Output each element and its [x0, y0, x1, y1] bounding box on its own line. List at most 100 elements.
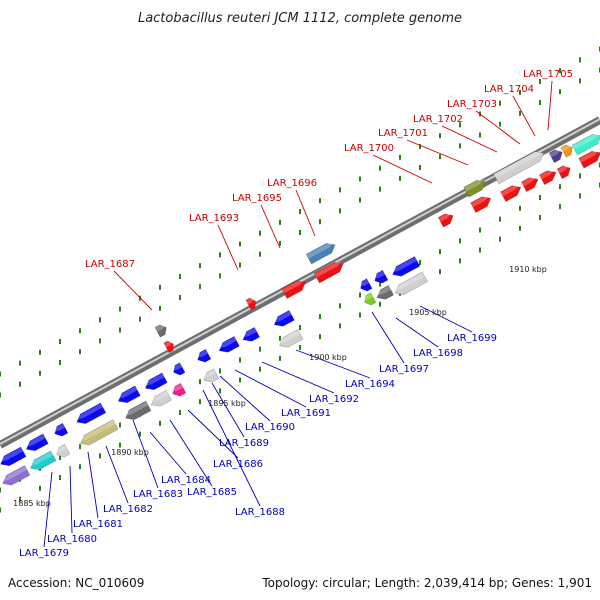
guide-dot — [559, 204, 561, 210]
guide-dot — [579, 78, 581, 84]
gene-label-reverse: LAR_1690 — [245, 422, 295, 433]
label-leader-line — [372, 154, 433, 184]
guide-dot — [0, 392, 1, 398]
label-leader-line — [187, 409, 239, 459]
guide-dot — [299, 325, 301, 330]
gene-arrow — [117, 385, 141, 404]
gene-arrow — [154, 324, 167, 338]
label-leader-line — [43, 471, 53, 548]
label-leader-line — [295, 189, 316, 237]
label-leader-line — [260, 204, 281, 249]
guide-dot — [239, 241, 241, 247]
guide-dot — [359, 197, 361, 203]
guide-dot — [179, 295, 181, 300]
guide-dot — [139, 316, 141, 322]
gene-label-reverse: LAR_1697 — [379, 364, 429, 375]
guide-dot — [559, 89, 561, 95]
guide-dot — [239, 262, 241, 268]
guide-dot — [179, 274, 181, 279]
label-leader-line — [202, 389, 261, 507]
label-leader-line — [69, 465, 73, 534]
guide-dot — [19, 381, 21, 387]
map-title: Lactobacillus reuteri JCM 1112, complete… — [138, 11, 462, 26]
gene-arrow — [171, 382, 187, 397]
guide-dot — [259, 251, 261, 257]
gene-label-reverse: LAR_1688 — [235, 507, 285, 518]
gene-arrow — [278, 329, 304, 348]
gene-arrow — [79, 419, 119, 446]
gene-label-reverse: LAR_1681 — [73, 519, 123, 530]
guide-dot — [339, 303, 341, 309]
guide-dot — [239, 357, 241, 363]
gene-labels: LAR_1687 LAR_1693 LAR_1695 LAR_1696 LAR_1700… — [19, 69, 573, 559]
guide-dot — [379, 186, 381, 192]
guide-dot — [59, 360, 61, 365]
label-leader-line — [441, 125, 498, 153]
gene-arrow — [281, 279, 306, 299]
gene-label-reverse: LAR_1689 — [219, 438, 269, 449]
gene-label-reverse: LAR_1682 — [103, 504, 153, 515]
guide-dot — [319, 198, 321, 204]
scale-tick-label: 1900 kbp — [309, 353, 347, 362]
guide-dot — [459, 143, 461, 149]
guide-dot — [159, 420, 161, 426]
label-leader-line — [217, 224, 239, 271]
guide-dot — [539, 195, 541, 200]
guide-dot — [499, 216, 501, 222]
gene-arrow — [493, 150, 545, 185]
guide-dot — [499, 121, 501, 127]
gene-arrow — [272, 309, 295, 327]
label-leader-line — [261, 361, 335, 394]
guide-dot — [519, 225, 521, 231]
guide-dot — [479, 247, 481, 253]
gene-arrow — [313, 261, 344, 284]
guide-dot — [439, 269, 441, 275]
scale-tick-label: 1910 kbp — [509, 265, 547, 274]
gene-arrow — [538, 169, 557, 186]
guide-dot — [219, 388, 221, 394]
gene-label-forward: LAR_1702 — [413, 114, 463, 125]
guide-dot — [99, 453, 101, 459]
gene-label-reverse: LAR_1683 — [133, 489, 183, 500]
gene-arrow — [172, 362, 186, 376]
label-leader-line — [419, 305, 473, 333]
guide-dot — [239, 377, 241, 383]
label-leader-line — [211, 382, 245, 438]
guide-dot — [219, 273, 221, 279]
guide-dot — [379, 165, 381, 171]
label-leader-line — [169, 419, 213, 487]
label-leaders — [43, 80, 553, 548]
guide-dot — [159, 284, 161, 290]
guide-dot — [479, 227, 481, 233]
gene-label-forward: LAR_1705 — [523, 69, 573, 80]
guide-dot — [39, 485, 41, 491]
gene-arrow — [305, 242, 336, 265]
guide-dot — [19, 496, 21, 502]
gene-arrow — [245, 297, 256, 311]
gene-arrow — [0, 446, 27, 467]
guide-dot — [0, 487, 1, 493]
gene-arrow — [196, 348, 212, 363]
gene-arrow — [375, 284, 395, 300]
gene-features — [0, 133, 600, 486]
gene-arrow — [578, 150, 600, 169]
guide-dot — [79, 444, 81, 450]
label-leader-line — [113, 270, 153, 311]
scale-ticks: 1885 kbp 1890 kbp 1895 kbp 1900 kbp 1905 kbp… — [13, 265, 547, 508]
guide-dot — [579, 173, 581, 179]
guide-dot — [419, 144, 421, 149]
gene-arrow — [217, 335, 240, 353]
guide-dot — [339, 187, 341, 193]
label-leader-line — [219, 375, 271, 422]
guide-dot — [79, 328, 81, 334]
guide-dot — [499, 100, 501, 106]
guide-dot — [539, 215, 541, 220]
gene-arrow — [241, 326, 261, 342]
guide-dot — [259, 366, 261, 372]
guide-dot — [199, 263, 201, 269]
guide-dot — [199, 379, 201, 385]
gene-label-reverse: LAR_1685 — [187, 487, 237, 498]
label-leader-line — [371, 311, 405, 364]
gene-arrow — [500, 184, 522, 203]
guide-dot — [39, 349, 41, 355]
